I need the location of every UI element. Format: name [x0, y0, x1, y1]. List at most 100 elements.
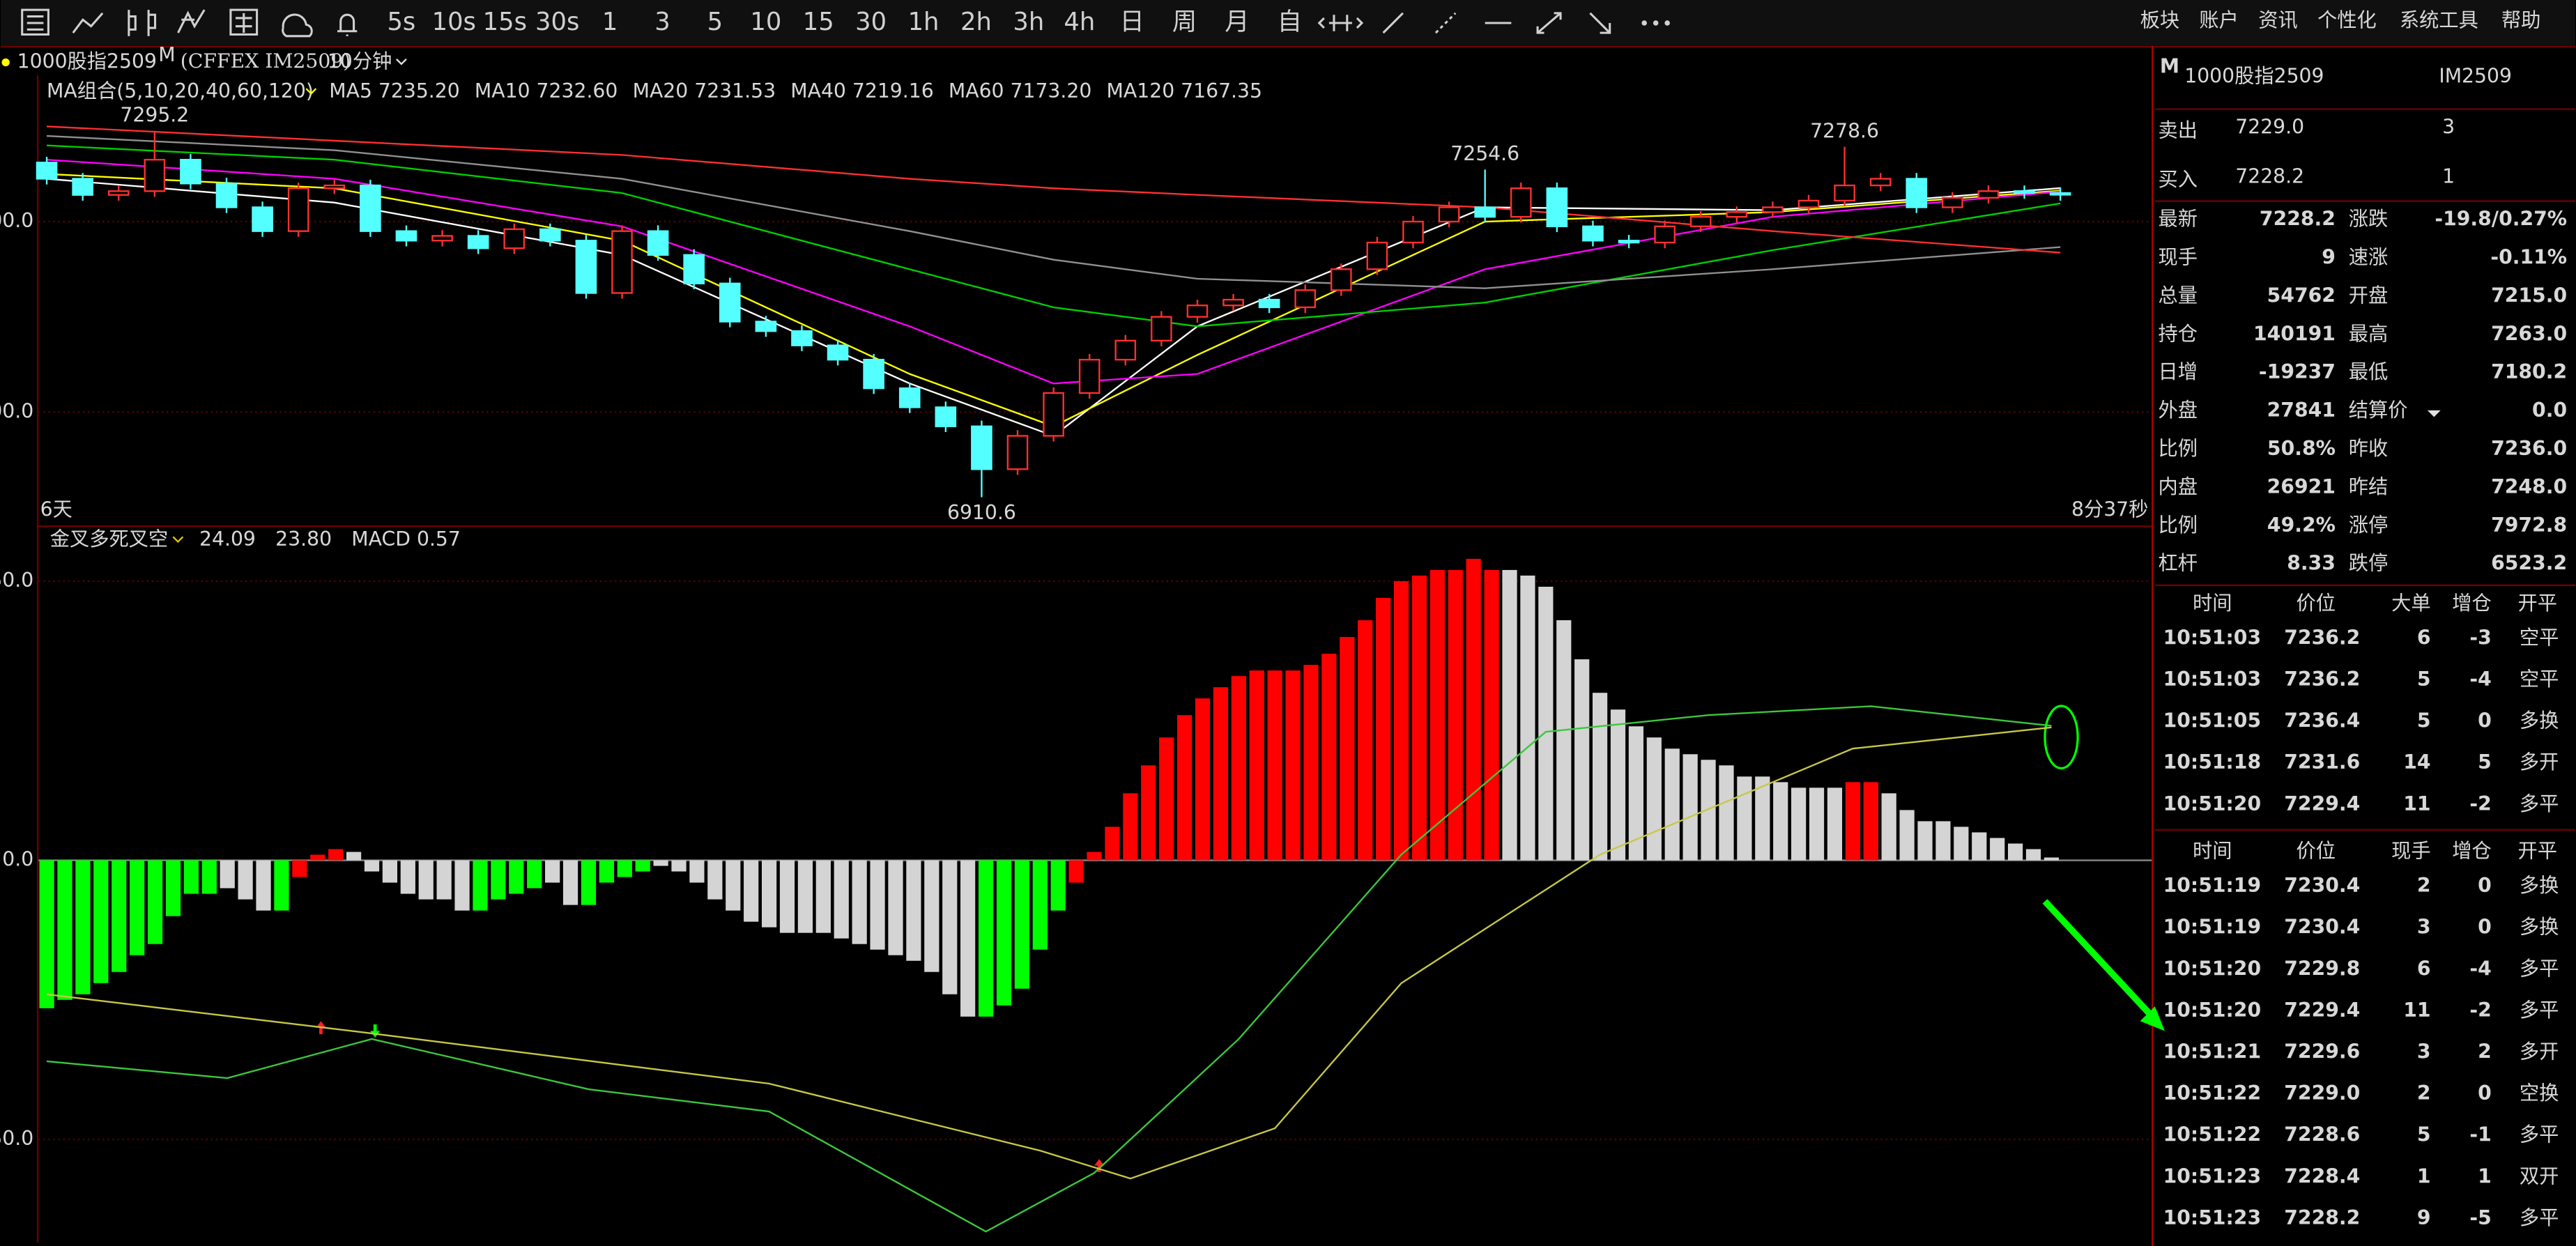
menu-item[interactable]: 个性化 — [2317, 9, 2377, 32]
trade-oi: 0 — [2478, 916, 2492, 939]
macd-bar — [454, 860, 470, 911]
draw-arrow-icon[interactable] — [1589, 12, 1611, 34]
macd-bar — [960, 860, 976, 1017]
macd-bar — [1881, 793, 1896, 861]
price-annotation: 7254.6 — [1450, 142, 1519, 165]
trade-oi: -2 — [2469, 999, 2491, 1022]
macd-bar — [93, 860, 109, 983]
cloud-icon[interactable] — [282, 13, 313, 38]
macd-bar — [201, 860, 217, 894]
candle-body — [1582, 225, 1604, 242]
macd-bar — [1466, 558, 1481, 861]
table-header: 价位 — [2296, 840, 2336, 863]
trade-price: 7230.4 — [2284, 916, 2360, 939]
period-button[interactable]: 月 — [1225, 8, 1249, 36]
book-price: 7228.2 — [2235, 164, 2304, 187]
quote-label: 涨跌 — [2349, 208, 2388, 231]
trade-size: 5 — [2417, 668, 2431, 691]
quote-value: 7180.2 — [2491, 360, 2567, 383]
trade-time: 10:51:21 — [2163, 1040, 2262, 1063]
macd-bar — [978, 860, 994, 1017]
macd-bar — [1303, 665, 1319, 861]
indicator-line — [47, 134, 2061, 289]
period-select[interactable]: 10分钟 — [328, 50, 392, 73]
macd-bar — [1032, 860, 1048, 950]
candle-body — [1366, 241, 1388, 270]
menu-item[interactable]: 账户 — [2199, 9, 2239, 32]
candle-body — [791, 330, 813, 346]
menu-item[interactable]: 板块 — [2140, 9, 2179, 32]
period-button[interactable]: 3 — [654, 8, 670, 36]
period-button[interactable]: 10 — [750, 8, 781, 36]
macd-bar — [545, 860, 560, 883]
legend-title[interactable]: MA组合(5,10,20,40,60,120) — [47, 79, 314, 102]
quote-value: 7228.2 — [2260, 208, 2336, 231]
macd-bar — [689, 860, 705, 883]
legend-caret — [305, 88, 317, 95]
trade-size: 2 — [2417, 874, 2431, 897]
macd-bar — [509, 860, 524, 894]
quote-value: 8.33 — [2287, 552, 2336, 575]
line-icon[interactable] — [72, 12, 104, 34]
candle-body — [1797, 199, 1820, 208]
kline-icon[interactable] — [128, 10, 157, 36]
period-button[interactable]: 15 — [803, 8, 834, 36]
legend-title[interactable]: 金叉多死叉空 — [50, 528, 169, 551]
candle-body — [1689, 215, 1712, 227]
macd-bar — [165, 860, 181, 916]
period-button[interactable]: 日 — [1120, 8, 1144, 36]
trade-type: 双开 — [2520, 1164, 2559, 1187]
macd-bar — [436, 860, 452, 900]
period-button[interactable]: 30 — [855, 8, 887, 36]
draw-seg-icon[interactable] — [1536, 12, 1562, 34]
macd-bar — [1068, 860, 1084, 883]
symbol-name: 1000股指2509 — [2184, 65, 2324, 88]
candle-body — [1906, 178, 1928, 208]
candle-body — [1402, 220, 1424, 244]
period-button[interactable]: 4h — [1064, 8, 1095, 36]
period-button[interactable]: 15s — [483, 8, 527, 36]
menu-item[interactable]: 帮助 — [2501, 9, 2541, 32]
tick-icon[interactable] — [177, 9, 206, 33]
period-button[interactable]: 2h — [960, 8, 992, 36]
menu-item[interactable]: 系统工具 — [2400, 9, 2478, 32]
range-icon[interactable] — [1317, 15, 1364, 31]
macd-bar — [147, 860, 163, 944]
f10-icon[interactable] — [229, 8, 259, 36]
candle-body — [1474, 206, 1496, 218]
period-button[interactable]: 5s — [387, 8, 415, 36]
bell-icon[interactable] — [337, 13, 358, 36]
macd-bar — [924, 860, 940, 972]
quote-value: 7215.0 — [2491, 284, 2567, 307]
period-button[interactable]: 周 — [1172, 8, 1197, 36]
trade-oi: -5 — [2469, 1206, 2491, 1229]
trade-size: 11 — [2403, 999, 2430, 1022]
period-button[interactable]: 5 — [707, 8, 723, 36]
trade-oi: 0 — [2478, 709, 2492, 732]
menu-item[interactable]: 资讯 — [2258, 9, 2297, 32]
quote-label: 速涨 — [2349, 246, 2388, 269]
macd-bar — [75, 860, 91, 994]
table-header: 现手 — [2391, 840, 2430, 863]
macd-bar — [617, 860, 632, 877]
macd-bar — [1141, 765, 1156, 861]
menu-icon[interactable] — [21, 8, 49, 36]
period-button[interactable]: 3h — [1013, 8, 1044, 36]
macd-bar — [1050, 860, 1066, 911]
draw-ray-icon[interactable] — [1434, 12, 1457, 34]
period-button[interactable]: 30s — [535, 8, 579, 36]
period-button[interactable]: 1 — [602, 8, 618, 36]
book-size: 1 — [2442, 164, 2455, 187]
macd-bar — [1087, 852, 1102, 861]
candle-body — [1977, 190, 2000, 199]
period-button[interactable]: 1h — [908, 8, 940, 36]
table-header: 增仓 — [2452, 592, 2491, 615]
trade-time: 10:51:03 — [2163, 626, 2262, 649]
draw-line-icon[interactable] — [1382, 12, 1404, 34]
quote-value: 9 — [2322, 246, 2336, 269]
macd-bar — [996, 860, 1012, 1006]
period-button[interactable]: 自 — [1278, 8, 1302, 36]
candle-body — [1762, 206, 1784, 213]
period-button[interactable]: 10s — [432, 8, 476, 36]
